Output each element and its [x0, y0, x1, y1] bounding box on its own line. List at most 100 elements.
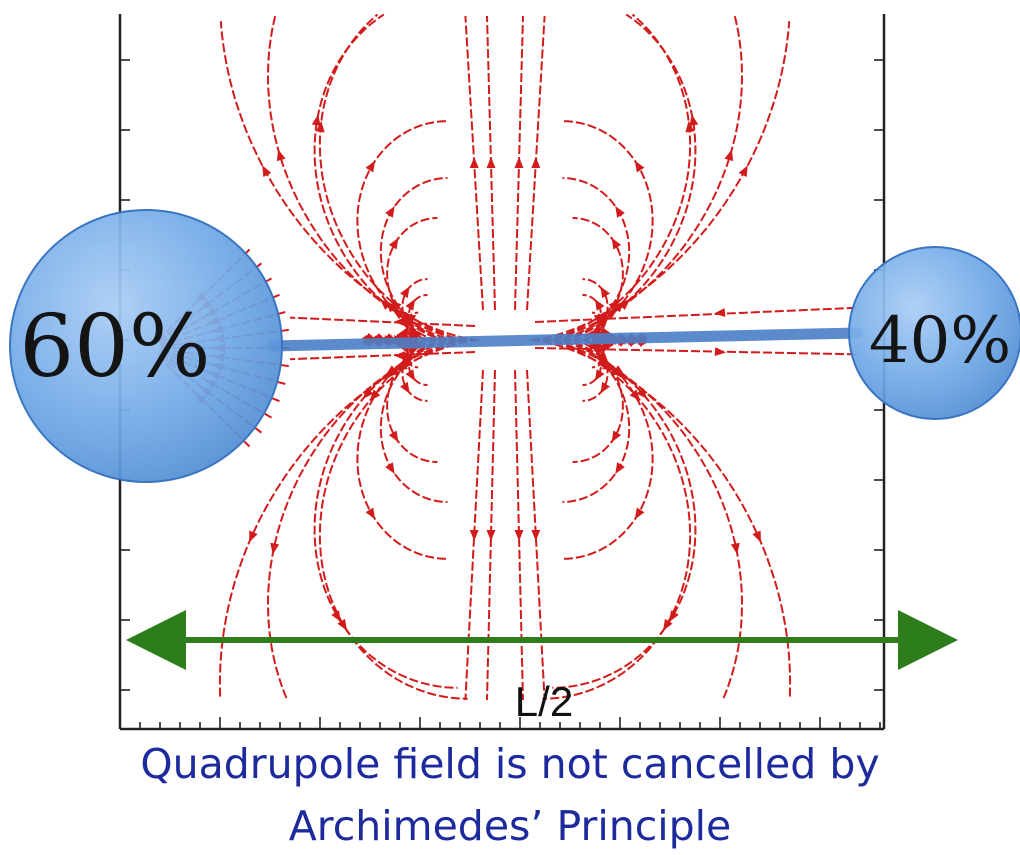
field-arrow — [613, 367, 624, 379]
field-arrow — [486, 157, 496, 168]
field-arrow — [405, 298, 416, 311]
small-mass: 40% — [848, 246, 1020, 420]
field-arrow — [613, 301, 624, 313]
field-arrow — [730, 542, 740, 555]
field-line — [218, 339, 479, 699]
field-arrow — [385, 462, 395, 475]
field-arrow — [606, 309, 618, 320]
caption-line-1: Quadrupole field is not cancelled by — [140, 740, 880, 788]
large-mass-label: 60% — [19, 297, 210, 397]
field-arrow — [629, 389, 641, 401]
field-arrow — [394, 351, 405, 361]
field-arrow — [385, 205, 395, 218]
field-line — [266, 339, 468, 700]
field-arrow — [602, 361, 614, 371]
field-arrow — [400, 286, 410, 299]
field-arrow — [469, 157, 479, 168]
field-line — [531, 339, 792, 699]
field-arrow — [469, 530, 479, 541]
field-line — [514, 369, 524, 701]
field-arrow — [405, 369, 416, 382]
field-line — [534, 306, 861, 323]
large-mass: 60% — [9, 209, 283, 483]
field-arrow — [634, 507, 645, 520]
field-line — [534, 347, 861, 356]
field-arrow — [386, 367, 397, 379]
field-line — [542, 15, 744, 341]
field-arrow — [600, 286, 610, 299]
field-arrow — [598, 358, 609, 370]
field-arrow — [611, 237, 622, 250]
field-arrow — [400, 381, 410, 394]
field-arrow — [270, 542, 280, 555]
caption-line-2: Archimedes’ Principle — [288, 802, 732, 850]
connecting-rod — [266, 327, 864, 352]
field-line — [531, 21, 791, 341]
field-arrow — [689, 114, 699, 127]
field-line — [464, 369, 484, 701]
field-arrow — [411, 328, 423, 340]
field-arrow — [392, 309, 404, 320]
axis-ticks — [120, 59, 884, 729]
field-arrow — [618, 299, 630, 310]
field-arrow — [386, 301, 397, 313]
field-arrow — [615, 205, 625, 218]
field-line — [289, 316, 476, 327]
field-arrow — [380, 299, 392, 310]
field-line — [379, 339, 448, 503]
field-arrow — [311, 114, 321, 127]
field-line — [313, 339, 458, 689]
field-arrow — [486, 530, 496, 541]
field-arrow — [531, 157, 541, 168]
field-arrow — [714, 308, 726, 318]
field-arrow — [406, 331, 418, 343]
field-arrow — [714, 347, 726, 357]
field-line — [542, 339, 744, 700]
field-arrow — [611, 430, 622, 443]
field-arrow — [396, 361, 408, 371]
field-line — [552, 13, 697, 341]
field-arrow — [390, 300, 402, 312]
field-arrow — [685, 120, 695, 133]
field-arrow — [752, 530, 761, 543]
field-line — [542, 13, 692, 341]
field-arrow — [724, 149, 734, 162]
field-arrow — [514, 157, 524, 168]
field-line — [289, 351, 476, 361]
field-arrow — [388, 430, 399, 443]
field-arrow — [636, 387, 648, 400]
field-line — [318, 339, 468, 700]
field-arrow — [394, 317, 405, 327]
field-arrow — [594, 298, 605, 311]
field-line — [266, 15, 468, 341]
field-line — [562, 339, 631, 503]
field-arrow — [388, 237, 399, 250]
field-arrow — [594, 369, 605, 382]
small-mass-label: 40% — [869, 304, 1011, 378]
field-arrow — [262, 165, 272, 178]
field-line — [552, 339, 697, 689]
field-arrow — [738, 165, 748, 178]
field-line — [542, 339, 692, 700]
field-arrow — [615, 462, 625, 475]
field-arrow — [531, 530, 541, 541]
field-arrow — [608, 300, 620, 312]
field-arrow — [365, 507, 376, 520]
field-line — [526, 369, 546, 701]
field-arrow — [401, 358, 412, 370]
field-arrow — [598, 310, 609, 322]
field-arrow — [401, 310, 412, 322]
field-arrow — [600, 381, 610, 394]
field-line — [313, 13, 458, 341]
field-arrow — [587, 340, 599, 352]
field-line — [379, 177, 448, 341]
field-arrow — [514, 530, 524, 541]
field-arrow — [365, 160, 376, 173]
field-arrow — [369, 389, 381, 401]
field-arrow — [634, 160, 645, 173]
field-arrow — [362, 387, 374, 400]
field-arrow — [249, 530, 258, 543]
field-line — [486, 369, 496, 701]
field-line — [318, 13, 468, 341]
